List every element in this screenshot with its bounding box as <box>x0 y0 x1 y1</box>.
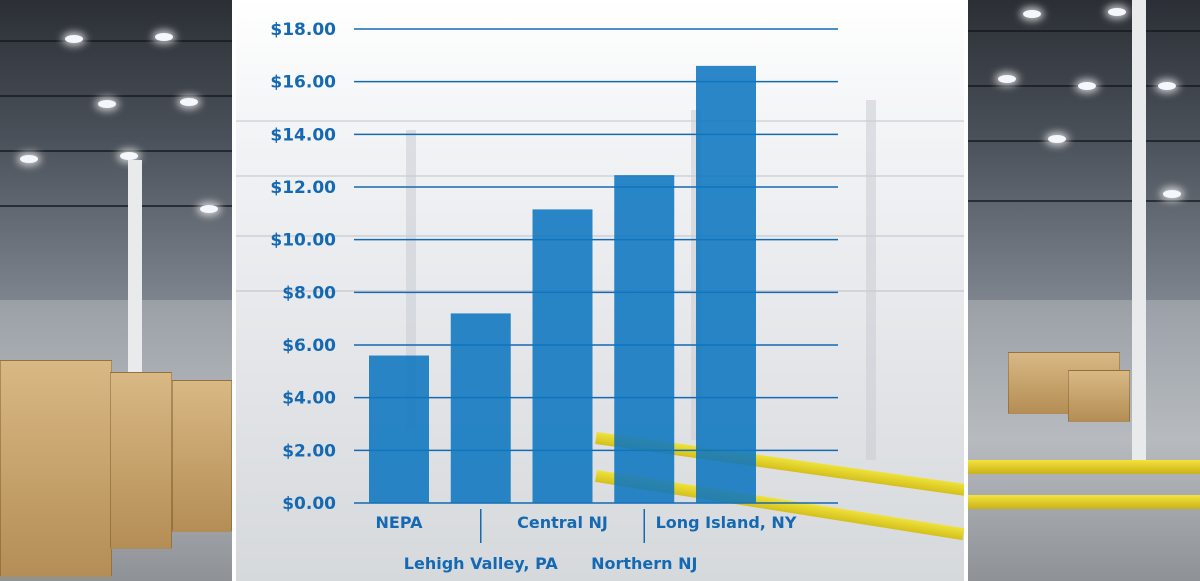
bar <box>696 65 756 503</box>
warehouse-photo-right <box>968 0 1200 581</box>
x-tick-label: Northern NJ <box>591 554 697 573</box>
y-tick-label: $0.00 <box>282 494 336 514</box>
bar <box>532 209 593 503</box>
y-tick-label: $18.00 <box>270 20 336 40</box>
x-tick-label: Long Island, NY <box>656 513 797 532</box>
category-separators <box>480 509 645 543</box>
y-tick-label: $4.00 <box>282 389 336 409</box>
warehouse-photo-left <box>0 0 232 581</box>
bar <box>450 313 511 503</box>
x-axis-ticks: NEPA Lehigh Valley, PA Central NJ Northern … <box>376 513 797 573</box>
bars <box>369 65 756 503</box>
y-tick-label: $6.00 <box>282 336 336 356</box>
y-tick-label: $10.00 <box>270 231 336 251</box>
y-tick-label: $16.00 <box>270 73 336 93</box>
bar-chart: $0.00 $2.00 $4.00 $6.00 $8.00 $10.00 $12.00 $14… <box>270 20 838 573</box>
y-tick-label: $2.00 <box>282 441 336 461</box>
y-axis-ticks: $0.00 $2.00 $4.00 $6.00 $8.00 $10.00 $12.00 $14… <box>270 20 336 514</box>
x-tick-label: Central NJ <box>517 513 608 532</box>
gridlines <box>354 28 838 504</box>
divider-left <box>232 0 236 581</box>
y-tick-label: $14.00 <box>270 125 336 145</box>
bar <box>614 175 675 503</box>
warehouse-ceiling-right <box>968 0 1200 300</box>
divider-right <box>964 0 968 581</box>
warehouse-floor-right <box>968 300 1200 581</box>
y-tick-label: $8.00 <box>282 283 336 303</box>
x-tick-label: NEPA <box>376 513 424 532</box>
bar <box>369 355 429 503</box>
y-tick-label: $12.00 <box>270 178 336 198</box>
x-tick-label: Lehigh Valley, PA <box>404 554 559 573</box>
